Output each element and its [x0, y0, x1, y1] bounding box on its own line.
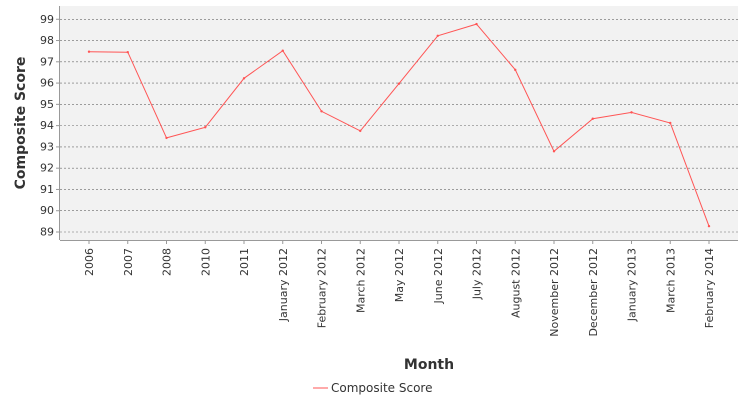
- x-tick-label: 2007: [122, 248, 135, 276]
- y-tick-label: 98: [40, 34, 54, 47]
- x-tick-label: 2011: [238, 248, 251, 276]
- x-tick-label: 2010: [199, 248, 212, 276]
- gridlines: [60, 18, 738, 233]
- data-point: [514, 68, 517, 72]
- x-tick-label: March 2012: [354, 248, 367, 313]
- x-tick-label: June 2012: [432, 248, 445, 304]
- x-tick-label: 2006: [83, 248, 96, 276]
- y-tick-label: 94: [40, 119, 54, 132]
- data-point: [242, 77, 246, 80]
- data-point: [204, 126, 207, 129]
- data-point: [436, 34, 439, 37]
- data-point: [707, 224, 711, 228]
- plot-area: [60, 6, 738, 240]
- x-axis-ticks: 2006 2007 2008 2010 2011 January 2012 February…: [83, 240, 716, 337]
- legend-label: Composite Score: [331, 381, 432, 395]
- x-tick-label: February 2012: [316, 248, 329, 328]
- data-point: [165, 136, 168, 140]
- legend: Composite Score: [313, 381, 432, 395]
- data-point: [552, 150, 556, 153]
- data-point: [359, 129, 362, 133]
- y-tick-label: 97: [40, 55, 54, 68]
- x-tick-label: 2008: [161, 248, 174, 276]
- y-tick-label: 90: [40, 204, 54, 217]
- y-tick-label: 95: [40, 98, 54, 111]
- data-point: [475, 22, 478, 26]
- data-point: [320, 110, 323, 113]
- x-tick-label: February 2014: [703, 248, 716, 328]
- y-tick-label: 99: [40, 13, 54, 26]
- y-tick-label: 91: [40, 183, 54, 196]
- data-point: [281, 49, 284, 52]
- y-axis-title: Composite Score: [13, 57, 29, 190]
- data-point: [630, 111, 633, 114]
- data-point: [87, 50, 91, 53]
- x-tick-label: March 2013: [664, 248, 677, 313]
- x-tick-label: November 2012: [548, 248, 561, 337]
- x-tick-label: May 2012: [393, 248, 406, 302]
- data-point: [126, 50, 129, 54]
- y-axis-ticks: 89 90 91 92 93 94 95 96 97 98 99: [40, 13, 60, 238]
- x-tick-label: January 2012: [277, 248, 290, 322]
- x-tick-label: December 2012: [587, 248, 600, 337]
- x-axis-title: Month: [404, 357, 454, 373]
- y-tick-label: 92: [40, 162, 54, 175]
- data-point: [669, 121, 672, 125]
- series-layer: [87, 22, 711, 228]
- data-point: [397, 82, 401, 85]
- y-tick-label: 96: [40, 77, 54, 90]
- data-point: [591, 117, 594, 120]
- x-tick-label: August 2012: [509, 248, 522, 318]
- x-tick-label: July 2012: [471, 248, 484, 300]
- y-tick-label: 93: [40, 140, 54, 153]
- y-tick-label: 89: [40, 225, 54, 238]
- x-tick-label: January 2013: [626, 248, 639, 322]
